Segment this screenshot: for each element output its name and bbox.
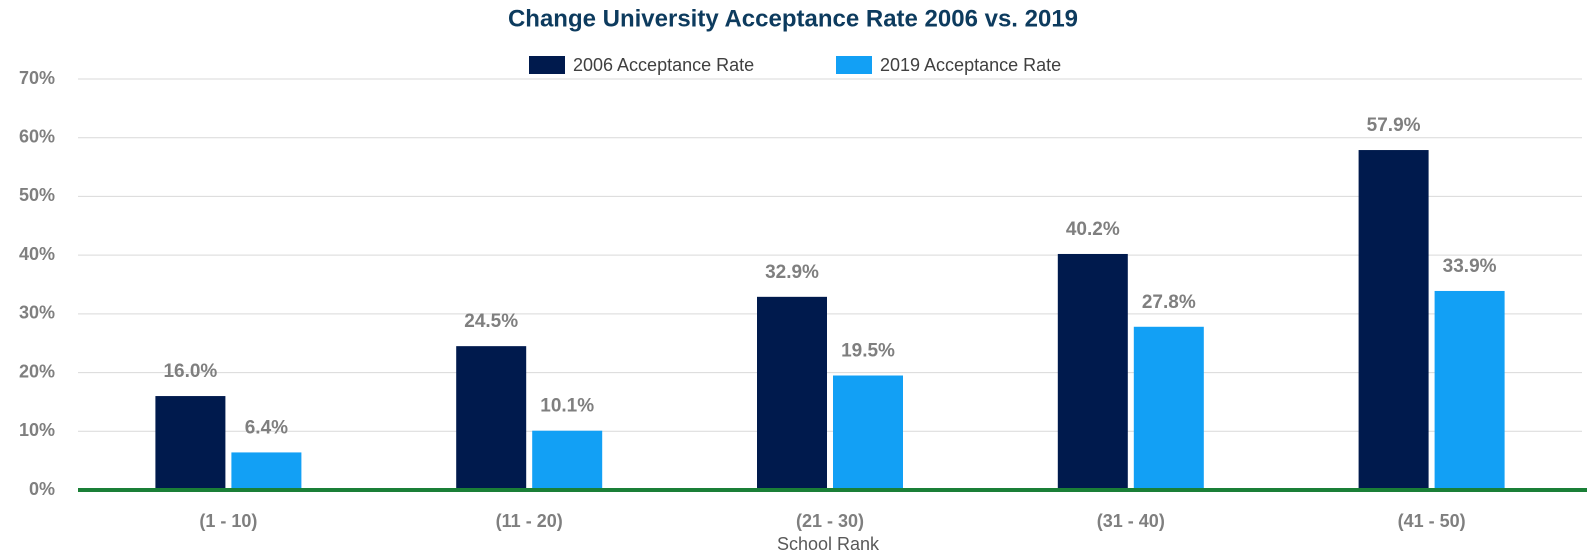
legend-label: 2006 Acceptance Rate <box>573 55 754 75</box>
bar <box>231 452 302 490</box>
x-axis-label: School Rank <box>777 534 880 554</box>
value-label: 57.9% <box>1367 115 1421 136</box>
x-tick-label: (11 - 20) <box>496 511 563 531</box>
bar <box>833 375 903 490</box>
bar <box>1133 326 1204 490</box>
bar <box>456 346 527 490</box>
bar <box>155 396 226 490</box>
value-label: 40.2% <box>1066 219 1120 240</box>
value-label: 10.1% <box>540 396 594 417</box>
value-label: 16.0% <box>163 361 217 382</box>
value-label: 33.9% <box>1443 256 1497 277</box>
bar <box>757 296 827 490</box>
legend-swatch <box>836 56 872 74</box>
x-tick-label: (1 - 10) <box>199 511 257 531</box>
bar <box>1434 290 1505 490</box>
y-tick-label: 60% <box>19 126 55 146</box>
y-tick-label: 10% <box>19 420 55 440</box>
y-tick-label: 20% <box>19 361 55 381</box>
bar <box>532 430 603 490</box>
x-tick-label: (21 - 30) <box>796 511 864 531</box>
x-tick-label: (31 - 40) <box>1097 511 1165 531</box>
value-label: 32.9% <box>765 262 819 283</box>
chart-title: Change University Acceptance Rate 2006 v… <box>508 5 1078 32</box>
legend-swatch <box>529 56 565 74</box>
value-label: 24.5% <box>464 311 518 332</box>
y-tick-label: 30% <box>19 303 55 323</box>
y-tick-label: 40% <box>19 244 55 264</box>
bar <box>1057 253 1128 490</box>
y-tick-label: 0% <box>29 479 55 499</box>
y-tick-label: 70% <box>19 68 55 88</box>
x-tick-label: (41 - 50) <box>1398 511 1466 531</box>
legend-label: 2019 Acceptance Rate <box>880 55 1061 75</box>
bar <box>1358 150 1429 490</box>
value-label: 19.5% <box>841 341 895 362</box>
value-label: 27.8% <box>1142 292 1196 313</box>
value-label: 6.4% <box>245 417 288 438</box>
y-tick-label: 50% <box>19 185 55 205</box>
